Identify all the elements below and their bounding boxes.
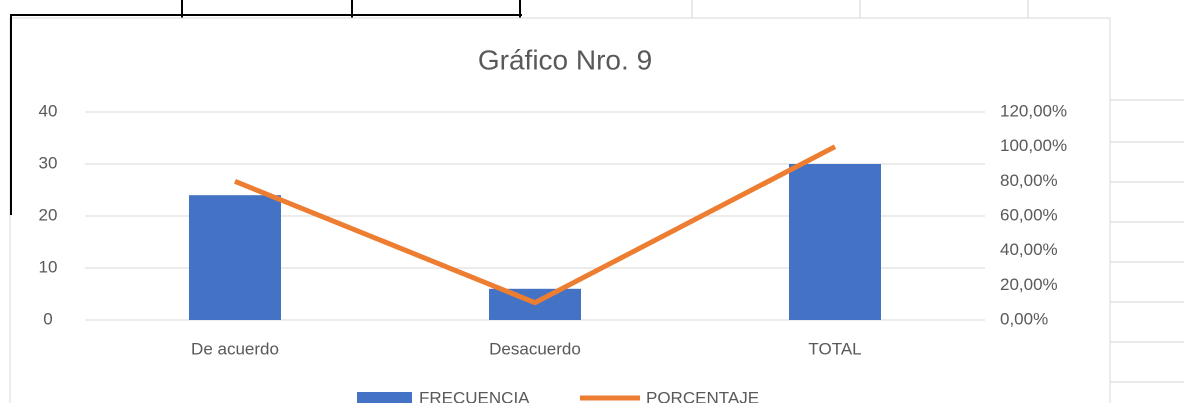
y2-tick-label: 100,00%: [1000, 136, 1067, 155]
line: [234, 144, 837, 306]
y2-tick-label: 80,00%: [1000, 171, 1058, 190]
chart-title: Gráfico Nro. 9: [478, 44, 652, 75]
y2-tick-label: 60,00%: [1000, 205, 1058, 224]
y2-tick-label: 20,00%: [1000, 275, 1058, 294]
bar: [789, 164, 881, 320]
y2-tick-label: 120,00%: [1000, 101, 1067, 120]
legend-label: FRECUENCIA: [419, 388, 530, 403]
x-tick-label: Desacuerdo: [489, 339, 581, 358]
y-tick-label: 0: [43, 309, 52, 328]
legend-label: PORCENTAJE: [646, 388, 759, 403]
bar: [189, 195, 281, 320]
y2-tick-label: 40,00%: [1000, 240, 1058, 259]
y-tick-label: 30: [39, 153, 58, 172]
y-tick-label: 10: [39, 257, 58, 276]
y-tick-label: 20: [39, 205, 58, 224]
y2-tick-label: 0,00%: [1000, 309, 1048, 328]
x-tick-label: De acuerdo: [191, 339, 279, 358]
legend-swatch: [357, 392, 412, 403]
spreadsheet-grid: [10, 0, 1184, 383]
y-tick-label: 40: [39, 101, 58, 120]
x-tick-label: TOTAL: [808, 339, 861, 358]
